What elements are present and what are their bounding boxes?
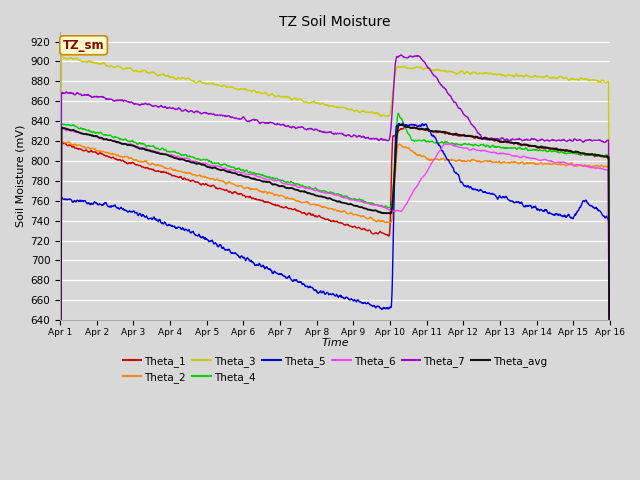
Theta_5 [121,207,129,213]
Theta_avg [289,186,297,192]
Theta_1 [121,159,129,165]
Theta_3 [99,60,107,66]
Title: TZ Soil Moisture: TZ Soil Moisture [279,15,391,29]
Theta_3 [301,99,309,105]
Theta_2 [301,200,309,205]
Theta_1 [301,210,308,216]
Theta_7 [289,124,297,130]
Theta_2 [311,202,319,207]
Line: Theta_1: Theta_1 [60,126,610,480]
Theta_avg [397,122,405,128]
Line: Theta_4: Theta_4 [60,113,610,480]
Theta_7 [311,127,319,133]
Theta_4 [369,201,377,206]
Theta_2 [290,197,298,203]
Theta_7 [397,52,405,58]
Theta_6 [122,141,129,147]
Theta_6 [301,186,309,192]
Theta_3 [58,54,65,60]
Theta_5 [289,277,297,283]
Theta_7 [99,94,106,100]
Theta_5 [311,287,319,293]
Theta_4 [121,136,129,142]
Theta_avg [301,189,308,194]
Line: Theta_6: Theta_6 [60,128,610,480]
Theta_6 [99,136,107,142]
Theta_6 [59,125,67,131]
Theta_2 [99,148,107,154]
Theta_3 [311,100,319,106]
Line: Theta_2: Theta_2 [60,142,610,480]
Theta_4 [311,186,319,192]
Theta_4 [289,180,297,186]
X-axis label: Time: Time [321,338,349,348]
Theta_1 [311,213,319,219]
Theta_3 [369,110,377,116]
Theta_2 [369,217,377,223]
Theta_avg [311,192,319,198]
Theta_1 [99,151,106,157]
Theta_avg [121,141,129,147]
Theta_7 [369,136,377,142]
Theta_1 [289,207,297,213]
Theta_avg [99,135,106,141]
Theta_2 [122,154,129,159]
Theta_6 [369,202,377,208]
Theta_3 [290,96,298,101]
Theta_5 [301,283,308,288]
Theta_6 [311,188,319,193]
Theta_5 [99,202,106,208]
Theta_3 [122,66,129,72]
Y-axis label: Soil Moisture (mV): Soil Moisture (mV) [15,125,25,227]
Theta_6 [290,183,298,189]
Line: Theta_7: Theta_7 [60,55,610,480]
Theta_5 [369,303,377,309]
Theta_4 [394,110,402,116]
Theta_7 [121,97,129,103]
Theta_1 [402,123,410,129]
Theta_avg [369,208,377,214]
Theta_2 [58,139,66,144]
Line: Theta_3: Theta_3 [60,57,610,480]
Legend: Theta_1, Theta_2, Theta_3, Theta_4, Theta_5, Theta_6, Theta_7, Theta_avg: Theta_1, Theta_2, Theta_3, Theta_4, Thet… [118,352,552,387]
Theta_4 [301,184,308,190]
Line: Theta_5: Theta_5 [60,123,610,480]
Theta_7 [301,126,308,132]
Line: Theta_avg: Theta_avg [60,125,610,480]
Theta_4 [99,132,106,137]
Theta_5 [399,120,406,126]
Text: TZ_sm: TZ_sm [63,39,104,52]
Theta_1 [369,231,377,237]
